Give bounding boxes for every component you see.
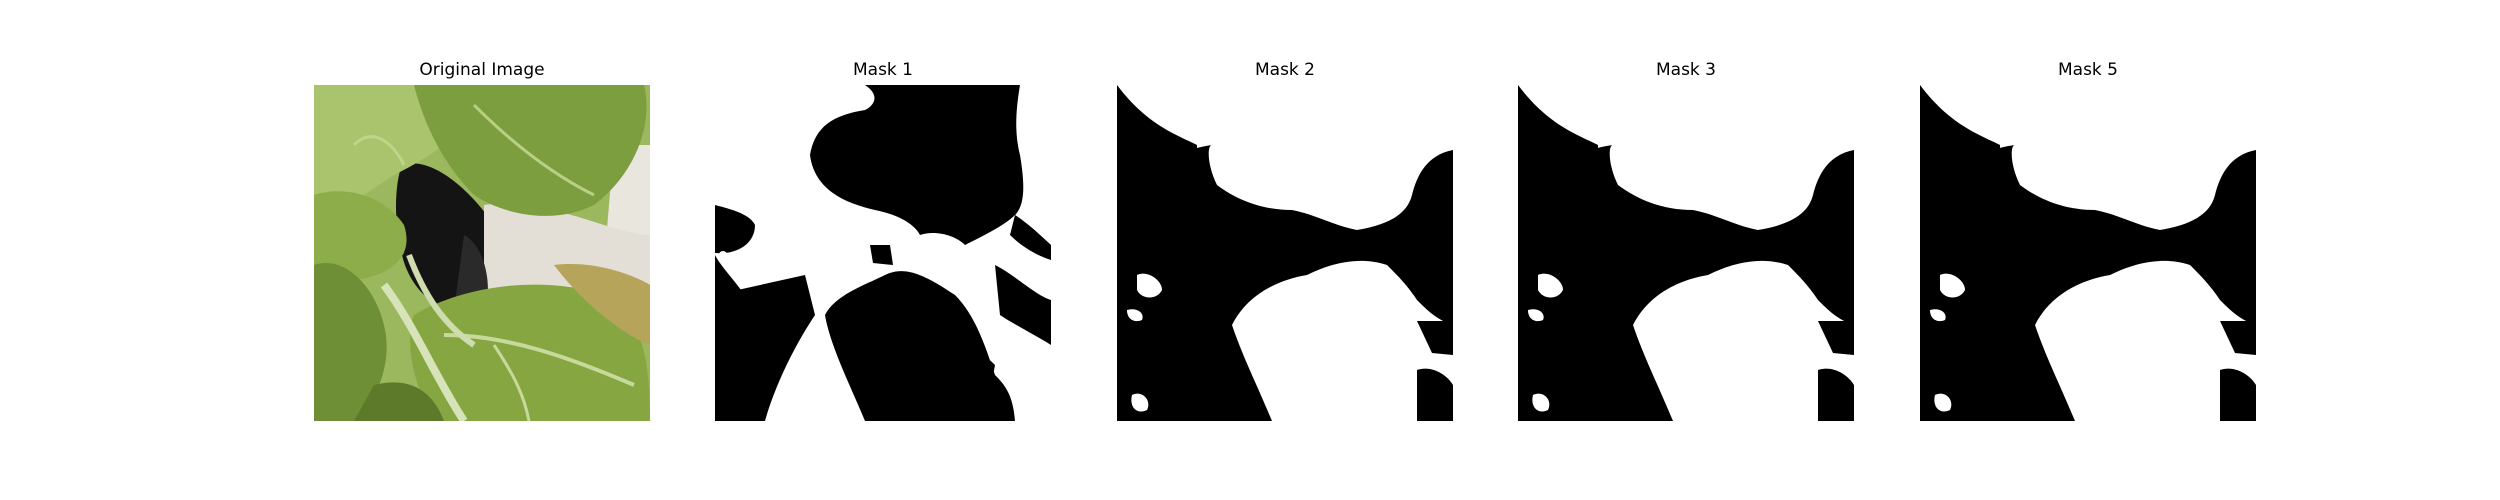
panel-title: Original Image (419, 60, 545, 80)
plant-photo (314, 85, 650, 421)
mask-1-image (715, 85, 1051, 421)
panel-title: Mask 3 (1655, 60, 1716, 80)
panel-title: Mask 5 (2057, 60, 2118, 80)
mask-5-image (1920, 85, 2256, 421)
mask-2-image (1117, 85, 1453, 421)
mask-image (715, 85, 1051, 421)
mask-image (1518, 85, 1854, 421)
mask-image (1920, 85, 2256, 421)
original-image (314, 85, 650, 421)
mask-image (1117, 85, 1453, 421)
panel-title: Mask 2 (1254, 60, 1315, 80)
panel-title: Mask 1 (852, 60, 913, 80)
mask-3-image (1518, 85, 1854, 421)
